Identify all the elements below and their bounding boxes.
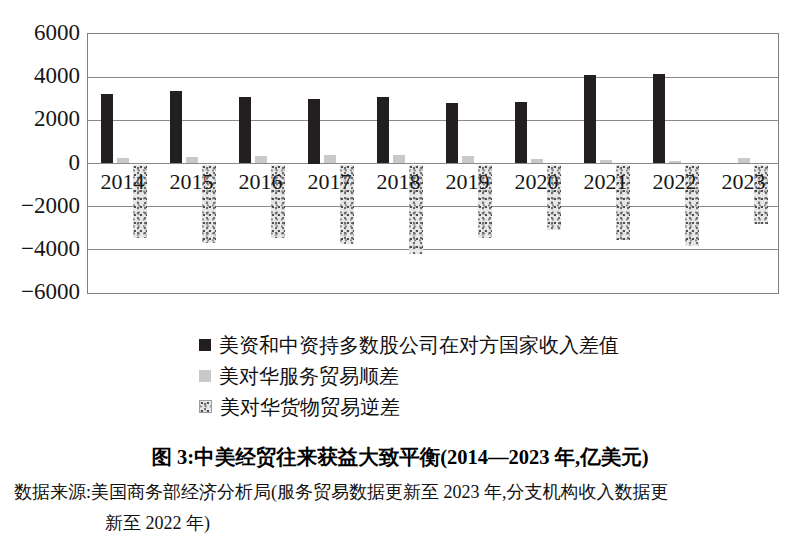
bar-services-surplus-2015 — [186, 157, 198, 164]
x-axis-year-label: 2021 — [571, 169, 640, 195]
legend-label-income-diff: 美资和中资持多数股公司在对方国家收入差值 — [219, 333, 619, 357]
bar-income-diff-2018 — [377, 97, 389, 164]
bar-income-diff-2021 — [584, 75, 596, 163]
bar-income-diff-2015 — [170, 91, 182, 163]
x-axis-year-label: 2015 — [157, 169, 226, 195]
bar-income-diff-2020 — [515, 102, 527, 164]
y-axis-tick-label: 6000 — [0, 19, 80, 47]
x-axis-year-label: 2019 — [433, 169, 502, 195]
data-source-line-2: 新至 2022 年) — [105, 511, 210, 535]
legend-label-goods-deficit: 美对华货物贸易逆差 — [220, 395, 400, 419]
data-source-line-1: 数据来源:美国商务部经济分析局(服务贸易数据更新至 2023 年,分支机构收入数… — [14, 480, 669, 504]
bar-services-surplus-2016 — [255, 156, 267, 164]
y-axis-tick-label: −6000 — [0, 278, 80, 306]
bar-income-diff-2017 — [308, 99, 320, 164]
gridline-4000 — [88, 77, 778, 78]
bar-services-surplus-2018 — [393, 155, 405, 163]
legend-item-goods-deficit: 美对华货物贸易逆差 — [199, 391, 619, 422]
legend-item-services-surplus: 美对华服务贸易顺差 — [199, 360, 619, 391]
legend-swatch-services-surplus-icon — [199, 370, 211, 382]
figure-caption: 图 3:中美经贸往来获益大致平衡(2014—2023 年,亿美元) — [0, 443, 800, 471]
y-axis-tick-label: −4000 — [0, 235, 80, 263]
bar-income-diff-2016 — [239, 97, 251, 164]
x-axis-year-label: 2022 — [640, 169, 709, 195]
legend-swatch-income-diff-icon — [199, 339, 211, 351]
bar-services-surplus-2017 — [324, 155, 336, 163]
gridline-2000 — [88, 120, 778, 121]
x-axis-year-label: 2014 — [88, 169, 157, 195]
x-axis-year-label: 2016 — [226, 169, 295, 195]
legend-label-services-surplus: 美对华服务贸易顺差 — [219, 364, 399, 388]
gridline--2000 — [88, 206, 778, 207]
y-axis-tick-label: −2000 — [0, 192, 80, 220]
chart-legend: 美资和中资持多数股公司在对方国家收入差值 美对华服务贸易顺差 美对华货物贸易逆差 — [199, 329, 619, 422]
bar-services-surplus-2023 — [738, 158, 750, 164]
bar-services-surplus-2019 — [462, 156, 474, 164]
bar-income-diff-2014 — [101, 94, 113, 163]
bar-chart: 2014201520162017201820192020202120222023… — [0, 0, 800, 320]
legend-item-income-diff: 美资和中资持多数股公司在对方国家收入差值 — [199, 329, 619, 360]
legend-swatch-goods-deficit-icon — [199, 400, 212, 413]
y-axis-tick-label: 2000 — [0, 105, 80, 133]
bar-services-surplus-2021 — [600, 160, 612, 163]
plot-area: 2014201520162017201820192020202120222023 — [87, 33, 779, 294]
bar-income-diff-2022 — [653, 74, 665, 163]
y-axis-tick-label: 0 — [0, 149, 80, 177]
x-axis-year-label: 2023 — [709, 169, 778, 195]
bar-services-surplus-2014 — [117, 158, 129, 164]
x-axis-year-label: 2018 — [364, 169, 433, 195]
bar-services-surplus-2020 — [531, 159, 543, 164]
x-axis-year-label: 2017 — [295, 169, 364, 195]
bar-income-diff-2019 — [446, 103, 458, 163]
bar-services-surplus-2022 — [669, 161, 681, 163]
y-axis-tick-label: 4000 — [0, 62, 80, 90]
x-axis-year-label: 2020 — [502, 169, 571, 195]
gridline--4000 — [88, 249, 778, 250]
